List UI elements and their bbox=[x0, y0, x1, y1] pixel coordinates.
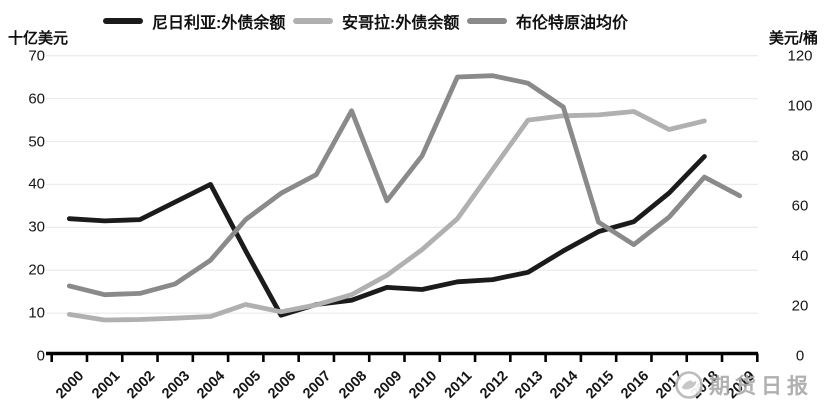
y-axis-right-tick-label: 0 bbox=[795, 347, 805, 365]
legend-label: 尼日利亚:外债余额 bbox=[152, 15, 286, 32]
y-axis-right-tick-label: 40 bbox=[791, 247, 809, 265]
y-axis-right-tick-label: 100 bbox=[787, 97, 813, 115]
y-axis-left-tick-label: 10 bbox=[28, 304, 45, 322]
left-axis-unit: 十亿美元 bbox=[8, 30, 69, 47]
legend-item-brent-price: 布伦特原油均价 bbox=[467, 8, 628, 34]
y-axis-right-tick-label: 120 bbox=[787, 47, 813, 65]
legend-item-angola-debt: 安哥拉:外债余额 bbox=[293, 8, 459, 34]
angola-line-swatch-icon bbox=[293, 18, 333, 24]
y-axis-right-tick-label: 60 bbox=[791, 197, 809, 215]
y-axis-left-tick-label: 50 bbox=[28, 133, 45, 150]
futures-daily-logo-icon bbox=[675, 371, 703, 399]
chart-legend: 尼日利亚:外债余额 安哥拉:外债余额 布伦特原油均价 bbox=[0, 8, 824, 34]
y-axis-left-tick-label: 70 bbox=[28, 47, 45, 65]
watermark-text: 期货日报 bbox=[709, 375, 813, 398]
brent-line-swatch-icon bbox=[467, 18, 507, 24]
legend-label: 布伦特原油均价 bbox=[516, 15, 629, 32]
y-axis-left-tick-label: 60 bbox=[28, 90, 45, 108]
y-axis-left-tick-label: 30 bbox=[28, 218, 45, 236]
watermark: 期货日报 bbox=[674, 370, 813, 400]
legend-label: 安哥拉:外债余额 bbox=[342, 15, 460, 32]
legend-item-nigeria-debt: 尼日利亚:外债余额 bbox=[103, 8, 285, 34]
y-axis-right-tick-label: 80 bbox=[791, 147, 809, 165]
nigeria-line-swatch-icon bbox=[103, 18, 143, 24]
y-axis-right-tick-label: 20 bbox=[791, 297, 809, 315]
y-axis-left-tick-label: 20 bbox=[28, 261, 45, 279]
right-axis-unit: 美元/桶 bbox=[768, 30, 818, 47]
y-axis-left-tick-label: 40 bbox=[28, 175, 45, 193]
y-axis-left-tick-label: 0 bbox=[36, 347, 45, 365]
